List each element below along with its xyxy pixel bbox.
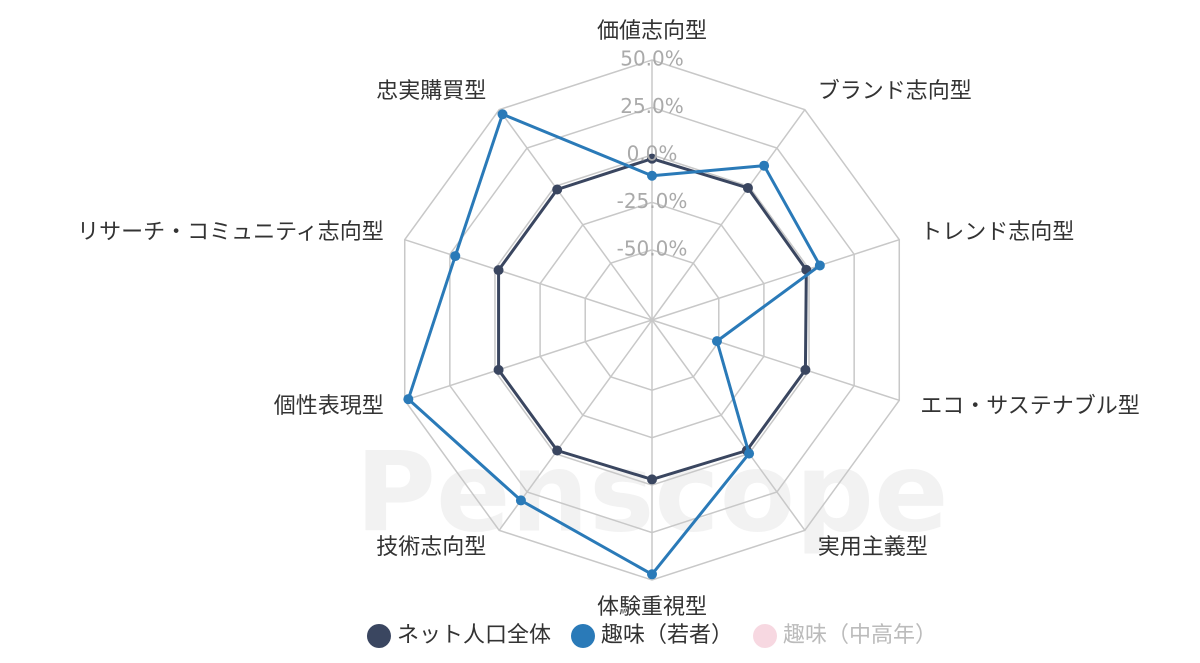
legend-label: ネット人口全体 [397,623,551,648]
data-point [403,394,414,405]
data-point [647,569,657,580]
r-tick-label: -25.0% [617,189,688,213]
data-point [552,445,563,456]
data-point [800,364,811,375]
r-tick-label: -50.0% [617,236,688,260]
axis-label: リサーチ・コミュニティ志向型 [77,220,384,245]
data-point [647,474,657,485]
legend-marker [753,624,778,648]
spoke [498,319,653,531]
legend: ネット人口全体 趣味（若者） 趣味（中高年） [366,623,937,648]
axis-label: 忠実購買型 [376,79,486,104]
data-point [497,109,508,120]
data-point [711,336,722,347]
data-point [493,265,504,276]
spoke [404,238,653,321]
legend-marker [570,624,595,648]
data-point [744,448,755,459]
legend-marker [366,624,391,648]
r-tick-label: 25.0% [620,94,684,118]
data-point [742,182,753,193]
axis-label: 体験重視型 [597,595,707,620]
data-point [515,495,526,506]
axis-label: トレンド志向型 [920,220,1074,245]
axis-label: 個性表現型 [274,394,384,419]
data-point [450,251,461,262]
data-point [647,153,657,164]
data-point [493,364,504,375]
data-point [647,170,657,181]
spoke [651,319,900,402]
axis-label: 価値志向型 [597,19,707,44]
r-tick-label: 50.0% [620,47,684,71]
r-tick-label: 0.0% [627,141,678,165]
axis-label: 実用主義型 [818,535,928,560]
spoke [404,319,653,402]
legend-label: 趣味（若者） [601,623,733,648]
axis-label: ブランド志向型 [818,79,972,104]
spoke [651,109,806,321]
data-point [814,260,825,271]
axis-label: エコ・サステナブル型 [920,394,1140,419]
spoke [498,109,653,321]
data-point [759,160,770,171]
legend-label: 趣味（中高年） [783,623,937,648]
data-point [552,184,563,195]
spoke [651,319,806,531]
spoke [651,238,900,321]
axis-label: 技術志向型 [376,535,486,560]
